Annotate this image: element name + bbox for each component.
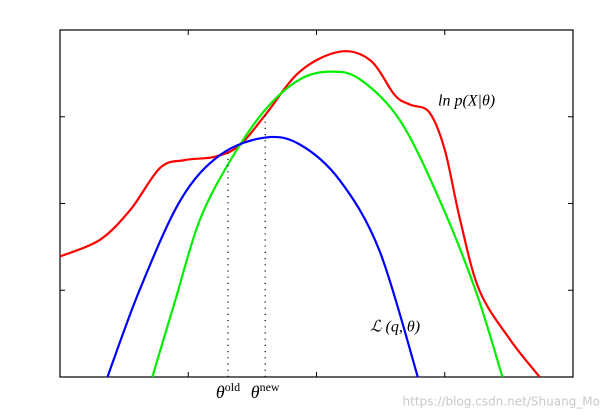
curve <box>106 135 419 377</box>
marker-label: θold <box>216 380 240 402</box>
marker-sup: new <box>260 380 280 394</box>
marker-sup: old <box>225 380 240 394</box>
marker-label: θnew <box>251 380 280 402</box>
curve-label: ℒ (q, θ) <box>370 319 420 336</box>
curve <box>151 70 504 377</box>
curve <box>60 50 541 377</box>
marker-symbol: θ <box>216 382 225 402</box>
marker-symbol: θ <box>251 382 260 402</box>
plot-frame <box>59 29 574 378</box>
watermark: https://blog.csdn.net/Shuang_Mo <box>403 395 600 409</box>
curve-label: ln p(X|θ) <box>438 93 495 110</box>
